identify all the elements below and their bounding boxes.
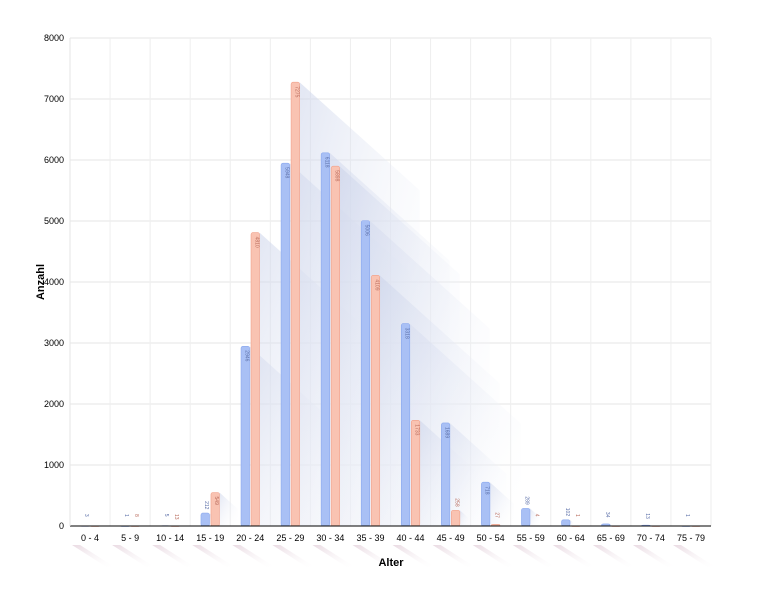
bar — [441, 422, 451, 527]
y-tick-label: 0 — [59, 521, 64, 531]
x-tick-reflection — [632, 545, 677, 568]
x-tick-reflection — [392, 545, 437, 568]
bar — [240, 345, 250, 527]
x-tick-reflection — [152, 545, 197, 568]
bar-data-label: 289 — [524, 496, 530, 505]
bar — [400, 323, 411, 527]
bar-data-label: 1 — [684, 514, 690, 517]
bar-data-label: 6118 — [323, 157, 329, 168]
x-tick-label: 40 - 44 — [397, 533, 425, 543]
x-tick-label: 70 - 74 — [637, 533, 665, 543]
y-tick-label: 3000 — [44, 338, 64, 348]
x-tick-label: 65 - 69 — [597, 533, 625, 543]
bar — [250, 232, 260, 527]
x-tick-reflection — [592, 545, 637, 568]
bar — [280, 162, 290, 527]
bar-data-label: 3 — [83, 514, 89, 517]
bar-data-label: 5898 — [333, 170, 339, 181]
bar-data-labels: 3 1 5 212 2946 5948 6118 5006 3318 1689 718 289 102 3… — [83, 86, 690, 520]
bar-data-label: 5948 — [283, 167, 289, 178]
x-tick-label: 15 - 19 — [196, 533, 224, 543]
bar-data-label: 549 — [213, 497, 219, 506]
bar-data-label: 1 — [123, 514, 129, 517]
bar — [320, 152, 330, 527]
x-tick-reflection — [432, 545, 477, 568]
x-tick-reflection — [232, 545, 277, 568]
bar-data-label: 4109 — [373, 279, 379, 290]
bar-data-label: 13 — [173, 514, 179, 520]
x-tick-label: 50 - 54 — [477, 533, 505, 543]
bar-data-label: 13 — [644, 513, 650, 519]
bar-data-label: 718 — [484, 486, 490, 495]
bar — [561, 519, 571, 527]
axis-reflections — [72, 545, 717, 568]
bar-shadow — [570, 519, 574, 526]
x-tick-reflection — [352, 545, 397, 568]
axes — [69, 38, 711, 527]
x-tick-label: 20 - 24 — [236, 533, 264, 543]
bar — [521, 508, 531, 527]
x-tick-label: 75 - 79 — [677, 533, 705, 543]
bar-data-label: 5 — [163, 514, 169, 517]
bar-shadow — [219, 492, 238, 526]
x-tick-reflection — [472, 545, 517, 568]
bar-data-label: 258 — [454, 498, 460, 507]
y-tick-label: 5000 — [44, 216, 64, 226]
bar-data-label: 4810 — [253, 237, 259, 248]
bar — [200, 512, 210, 527]
bar-data-label: 27 — [494, 512, 500, 518]
x-tick-reflection — [312, 545, 357, 568]
bar-shadows — [209, 82, 574, 527]
y-tick-label: 2000 — [44, 399, 64, 409]
x-tick-reflection — [512, 545, 557, 568]
x-tick-reflection — [672, 545, 717, 568]
x-tick-reflection — [72, 545, 117, 568]
x-axis-title: Alter — [378, 557, 404, 569]
x-tick-reflection — [552, 545, 597, 568]
y-tick-label: 7000 — [44, 94, 64, 104]
bar-data-label: 1689 — [444, 427, 450, 438]
x-tick-reflection — [272, 545, 317, 568]
bar-data-label: 1 — [574, 514, 580, 517]
x-tick-label: 35 - 39 — [356, 533, 384, 543]
x-tick-label: 0 - 4 — [81, 533, 99, 543]
bar-data-label: 2946 — [243, 350, 249, 361]
bar-data-label: 34 — [604, 512, 610, 518]
x-tick-label: 5 - 9 — [121, 533, 139, 543]
bar-data-label: 5006 — [363, 225, 369, 236]
bar-data-label: 8 — [133, 514, 139, 517]
y-tick-label: 1000 — [44, 460, 64, 470]
bar-data-label: 212 — [203, 501, 209, 510]
bar-data-label: 7275 — [293, 86, 299, 97]
x-axis-ticks: 0 - 4 5 - 9 10 - 14 15 - 19 20 - 24 25 - 29 30… — [81, 533, 705, 543]
x-tick-label: 30 - 34 — [316, 533, 344, 543]
bar — [290, 81, 300, 527]
bar — [360, 220, 371, 527]
bar-data-label: 4 — [534, 514, 540, 517]
bar — [451, 509, 461, 527]
x-tick-label: 60 - 64 — [557, 533, 585, 543]
y-axis-ticks: 0 1000 2000 3000 4000 5000 6000 7000 8000 — [44, 33, 64, 531]
bar — [370, 275, 381, 527]
x-tick-reflection — [192, 545, 237, 568]
bar-data-label: 3318 — [404, 328, 410, 339]
bar-data-label: 102 — [564, 508, 570, 517]
x-tick-reflection — [112, 545, 157, 568]
x-tick-label: 45 - 49 — [437, 533, 465, 543]
bars — [80, 81, 701, 527]
bar-data-label: 1733 — [414, 424, 420, 435]
y-axis-title: Anzahl — [35, 264, 47, 300]
x-tick-label: 55 - 59 — [517, 533, 545, 543]
bar — [410, 419, 421, 527]
x-tick-label: 25 - 29 — [276, 533, 304, 543]
bar — [330, 165, 340, 527]
y-tick-label: 6000 — [44, 155, 64, 165]
bar-shadow — [529, 508, 540, 526]
y-tick-label: 4000 — [44, 277, 64, 287]
bar-shadow — [459, 510, 469, 526]
y-tick-label: 8000 — [44, 33, 64, 43]
x-tick-label: 10 - 14 — [156, 533, 184, 543]
